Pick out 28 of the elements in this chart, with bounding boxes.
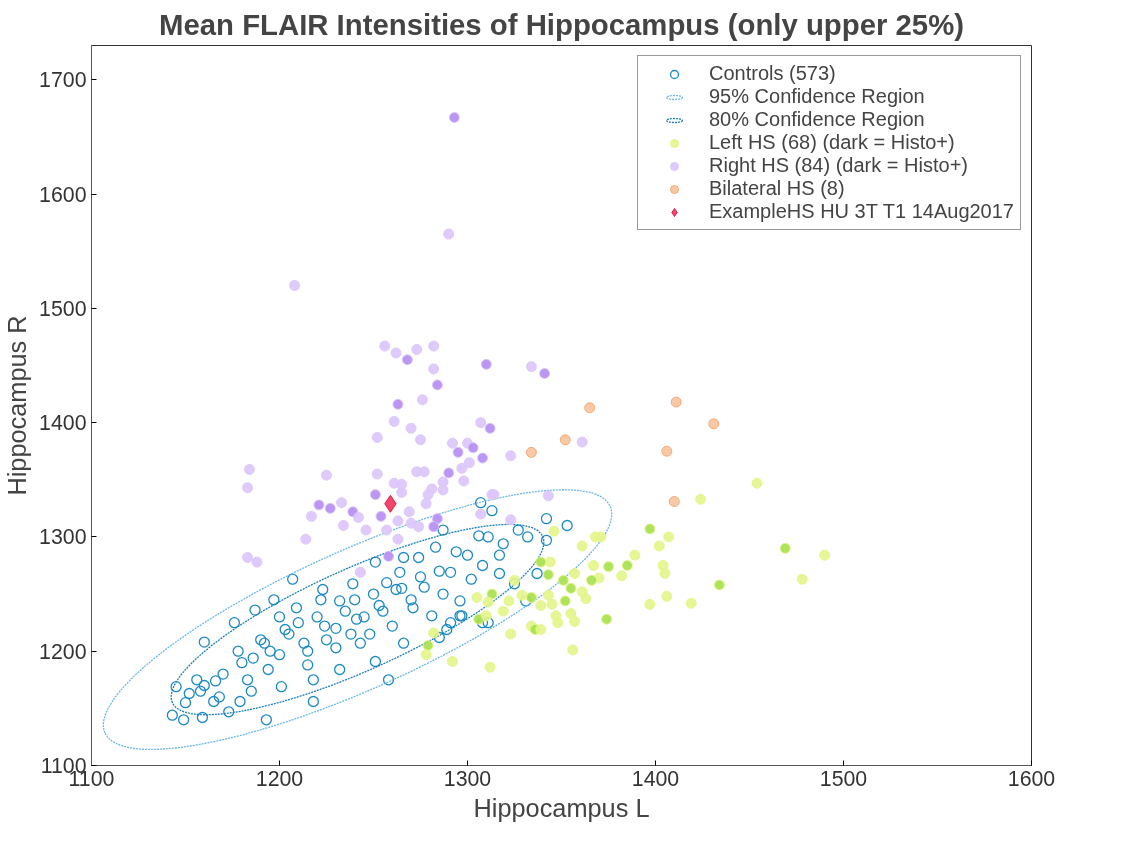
x-axis-title: Hippocampus L <box>473 793 650 822</box>
point <box>584 402 596 414</box>
y-axis-title: Hippocampus R <box>3 315 32 496</box>
point <box>668 496 680 507</box>
point <box>661 445 673 457</box>
x-tick-label: 1600 <box>1007 766 1056 791</box>
y-tick-label: 1700 <box>39 68 87 93</box>
legend-label: 95% Confidence Region <box>709 85 925 108</box>
point <box>670 396 682 408</box>
x-tick-label: 1500 <box>819 766 868 791</box>
legend-label: 80% Confidence Region <box>709 108 925 131</box>
point <box>525 446 537 458</box>
point <box>708 418 720 430</box>
y-tick-label: 1600 <box>39 182 87 207</box>
y-tick-label: 1400 <box>39 411 87 436</box>
y-tick-label: 1300 <box>39 525 87 550</box>
chart-title: Mean FLAIR Intensities of Hippocampus (only upper 25%) <box>159 7 964 41</box>
x-tick-label: 1400 <box>631 766 680 791</box>
legend-label: Right HS (84) (dark = Histo+) <box>709 154 968 177</box>
legend-label: Bilateral HS (8) <box>709 177 845 200</box>
legend-label: Left HS (68) (dark = Histo+) <box>709 131 955 154</box>
x-tick-label: 1300 <box>443 766 492 791</box>
legend-label: ExampleHS HU 3T T1 14Aug2017 <box>709 200 1014 223</box>
y-tick-label: 1200 <box>39 639 87 664</box>
point <box>559 434 571 446</box>
x-tick-label: 1200 <box>255 766 304 791</box>
y-tick-label: 1500 <box>39 296 87 321</box>
legend-label: Controls (573) <box>709 62 836 85</box>
